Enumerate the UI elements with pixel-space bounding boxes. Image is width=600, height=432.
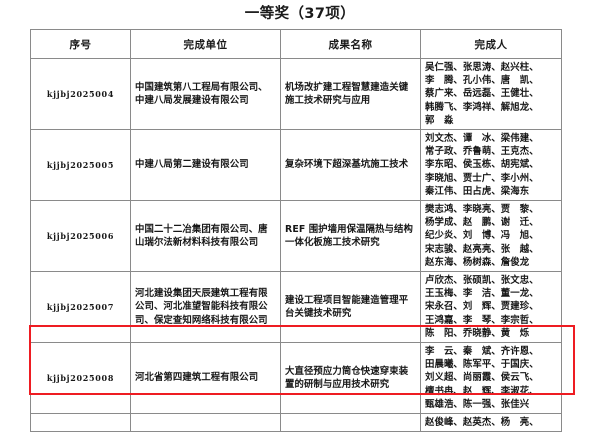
column-header-unit: 完成单位	[130, 29, 281, 59]
cell-seq	[30, 413, 131, 432]
people-line: 李 腾、孔小伟、唐 凯、	[425, 75, 539, 87]
cell-unit	[130, 413, 281, 432]
people-line: 蔡广来、岳远磊、王健壮、	[425, 88, 539, 100]
people-line: 吴仁强、张思涛、赵兴柱、	[425, 62, 539, 73]
cell-people: 吴仁强、张思涛、赵兴柱、 李 腾、孔小伟、唐 凯、 蔡广来、岳远磊、王健壮、 韩…	[420, 57, 562, 131]
people-line: 陈 阳、乔晓静、黄 烁	[425, 327, 530, 339]
people-line: 刘义超、尚丽霞、侯云飞、	[425, 372, 539, 384]
cell-unit: 河北建设集团天辰建筑工程有限公司、河北准望智能科技有限公司、保定查知网络科技有限…	[130, 271, 281, 344]
cell-unit: 中国建筑第八工程局有限公司、中建八局发展建设有限公司	[130, 57, 281, 131]
people-line: 李 云、秦 斌、齐许恩、	[425, 346, 539, 358]
cell-seq: kjjbj2025004	[30, 57, 131, 131]
cell-people: 卢欣杰、张硕凯、张文忠、 王玉梅、李 洁、董一龙、 宋永召、刘 辉、贾建珍、 王…	[420, 271, 562, 344]
people-line: 赵俊峰、赵英杰、杨 亮、	[425, 417, 539, 429]
table-row: kjjbj2025004 中国建筑第八工程局有限公司、中建八局发展建设有限公司 …	[30, 57, 562, 131]
people-line: 杨学成、赵 鹏、谢 迁、	[425, 217, 539, 229]
cell-achievement: 建设工程项目智能建造管理平台关键技术研究	[280, 271, 421, 344]
cell-unit: 中建八局第二建设有限公司	[130, 129, 281, 202]
cell-unit: 中国二十二冶集团有限公司、唐山瑞尔法新材料科技有限公司	[130, 200, 281, 273]
column-header-achievement: 成果名称	[280, 29, 421, 59]
table-row-partial: 赵俊峰、赵英杰、杨 亮、	[30, 413, 562, 432]
table-row-highlighted: kjjbj2025008 河北省第四建筑工程有限公司 大直径预应力筒仓快速穿束装…	[30, 342, 562, 415]
award-list-table: 序号 完成单位 成果名称 完成人 kjjbj2025004 中国建筑第八工程局有…	[30, 29, 562, 432]
cell-achievement: 机场改扩建工程智慧建造关键施工技术研究与应用	[280, 57, 421, 131]
cell-people: 樊志鸿、李晓亮、贾 黎、 杨学成、赵 鹏、谢 迁、 纪少炎、刘 博、冯 旭、 宋…	[420, 200, 562, 273]
people-line: 李晓旭、贾士广、李小州、	[425, 172, 539, 184]
table-row: kjjbj2025006 中国二十二冶集团有限公司、唐山瑞尔法新材料科技有限公司…	[30, 200, 562, 273]
table-row: kjjbj2025005 中建八局第二建设有限公司 复杂环境下超深基坑施工技术 …	[30, 129, 562, 202]
people-line: 赵东海、杨树森、詹俊龙	[425, 256, 530, 268]
cell-people: 赵俊峰、赵英杰、杨 亮、	[420, 413, 562, 432]
people-line: 樊志鸿、李晓亮、贾 黎、	[425, 204, 539, 216]
people-line: 常子政、乔鲁萌、王克杰、	[425, 146, 539, 158]
table-row: kjjbj2025007 河北建设集团天辰建筑工程有限公司、河北准望智能科技有限…	[30, 271, 562, 344]
people-line: 王鸿嘉、李 琴、李宗哲、	[425, 314, 539, 326]
document-page: 一等奖（37项） 序号 完成单位 成果名称 完成人 kjjbj2025004 中…	[29, 6, 575, 432]
people-line: 田晨曦、陈军平、于国庆、	[425, 359, 539, 371]
people-line: 宋永召、刘 辉、贾建珍、	[425, 301, 539, 313]
table-body: kjjbj2025004 中国建筑第八工程局有限公司、中建八局发展建设有限公司 …	[30, 57, 562, 432]
cell-achievement: 大直径预应力筒仓快速穿束装置的研制与应用技术研究	[280, 342, 421, 415]
cell-unit: 河北省第四建筑工程有限公司	[130, 342, 281, 415]
people-line: 李东昭、侯玉栋、胡宪斌、	[425, 159, 539, 171]
page-title: 一等奖（37项）	[244, 6, 356, 22]
people-line: 檀书冉、赵 辉、李淑花、	[425, 385, 539, 397]
people-line: 郭 淼	[425, 114, 454, 126]
people-line: 王玉梅、李 洁、董一龙、	[425, 288, 539, 300]
cell-seq: kjjbj2025005	[30, 129, 131, 202]
cell-achievement: REF 围护墙用保温隔热与结构一体化板施工技术研究	[280, 200, 421, 273]
table-header: 序号 完成单位 成果名称 完成人	[30, 29, 562, 59]
cell-people: 刘文杰、谭 冰、梁伟建、 常子政、乔鲁萌、王克杰、 李东昭、侯玉栋、胡宪斌、 李…	[420, 129, 562, 202]
people-line: 纪少炎、刘 博、冯 旭、	[425, 230, 539, 242]
people-line: 秦江伟、田占虎、梁海东	[425, 185, 530, 197]
column-header-seq: 序号	[30, 29, 131, 59]
column-header-people: 完成人	[420, 29, 562, 59]
people-line: 刘文杰、谭 冰、梁伟建、	[425, 133, 539, 145]
cell-seq: kjjbj2025008	[30, 342, 131, 415]
table-header-row: 序号 完成单位 成果名称 完成人	[30, 29, 562, 59]
people-line: 卢欣杰、张硕凯、张文忠、	[425, 275, 539, 287]
cell-seq: kjjbj2025007	[30, 271, 131, 344]
cell-seq: kjjbj2025006	[30, 200, 131, 273]
cell-achievement	[280, 413, 421, 432]
cell-achievement: 复杂环境下超深基坑施工技术	[280, 129, 421, 202]
cell-people: 李 云、秦 斌、齐许恩、 田晨曦、陈军平、于国庆、 刘义超、尚丽霞、侯云飞、 檀…	[420, 342, 562, 415]
people-line: 宋志骏、赵亮亮、张 越、	[425, 243, 539, 255]
people-line: 韩腾飞、李鸿祥、解旭龙、	[425, 101, 539, 113]
